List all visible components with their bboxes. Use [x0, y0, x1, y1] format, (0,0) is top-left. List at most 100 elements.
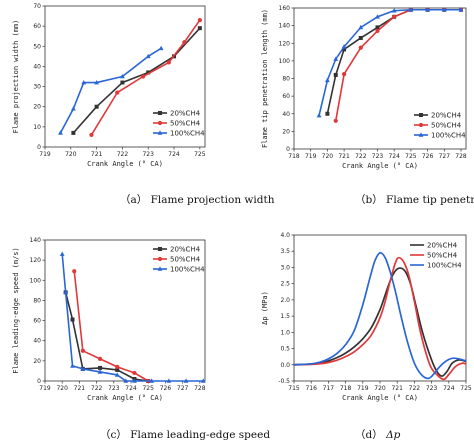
- panel-caption: （c） Flame leading-edge speed: [100, 429, 270, 441]
- data-point-20%CH4: [333, 72, 338, 77]
- series-line-50%CH4: [334, 8, 461, 121]
- data-point-50%CH4: [197, 18, 202, 23]
- y-tick-label: 100: [30, 277, 42, 284]
- legend-label: 50%CH4: [170, 256, 201, 264]
- y-tick-label: 3.0: [280, 264, 290, 271]
- x-tick-label: 721: [338, 153, 350, 160]
- y-tick-label: 0: [37, 144, 41, 151]
- x-tick-label: 719: [39, 385, 51, 392]
- plot-frame: [44, 5, 206, 148]
- x-axis-title: Crank Angle (° CA): [342, 162, 418, 170]
- data-point-100%CH4: [375, 14, 380, 19]
- data-point-100%CH4: [408, 7, 414, 12]
- x-tick-label: 725: [405, 153, 417, 160]
- y-tick-label: 140: [279, 23, 291, 30]
- y-tick-label: 0: [286, 146, 290, 153]
- data-point-100%CH4: [441, 7, 447, 12]
- x-tick-label: 718: [340, 385, 352, 392]
- data-point-50%CH4: [182, 40, 187, 45]
- series-line-50%CH4: [90, 19, 201, 136]
- data-point-100%CH4: [123, 378, 129, 383]
- data-point-20%CH4: [197, 26, 202, 31]
- series-line-50%CH4: [293, 256, 467, 381]
- data-point-100%CH4: [200, 378, 206, 383]
- y-axis-title: Δp (MPa): [261, 291, 269, 325]
- x-tick-label: 721: [391, 385, 403, 392]
- legend-label: 20%CH4: [431, 112, 462, 120]
- panel-caption: （d） Δp: [355, 429, 401, 441]
- x-tick-label: 721: [91, 151, 103, 158]
- y-axis-title: Flame tip penetration length (mm): [261, 9, 269, 148]
- legend-marker: [158, 247, 162, 251]
- y-tick-label: 30: [33, 84, 41, 91]
- x-tick-label: 720: [65, 151, 77, 158]
- data-point-100%CH4: [70, 106, 76, 111]
- y-tick-label: 40: [33, 63, 41, 70]
- y-tick-label: 40: [33, 338, 41, 345]
- legend-marker: [157, 130, 163, 135]
- y-tick-label: 50: [33, 43, 41, 50]
- legend-label: 100%CH4: [170, 266, 205, 274]
- x-tick-label: 719: [357, 385, 369, 392]
- y-tick-label: 2.0: [280, 297, 290, 304]
- data-point-50%CH4: [72, 269, 77, 274]
- x-axis-title: Crank Angle (° CA): [87, 394, 163, 402]
- data-point-100%CH4: [166, 378, 172, 383]
- y-tick-label: 2.5: [280, 281, 290, 288]
- y-tick-label: 3.5: [280, 248, 290, 255]
- series-line-100%CH4: [61, 254, 204, 382]
- x-tick-label: 726: [422, 153, 434, 160]
- legend-label: 50%CH4: [431, 122, 462, 130]
- x-tick-label: 725: [194, 151, 206, 158]
- data-point-100%CH4: [316, 112, 322, 118]
- data-point-100%CH4: [120, 73, 125, 79]
- y-tick-label: 20: [282, 128, 290, 135]
- x-tick-label: 722: [117, 151, 129, 158]
- data-point-100%CH4: [333, 56, 339, 61]
- data-point-20%CH4: [71, 130, 76, 135]
- series-line-50%CH4: [73, 271, 149, 382]
- x-tick-label: 721: [74, 385, 86, 392]
- x-tick-label: 723: [142, 151, 154, 158]
- series-line-20%CH4: [326, 8, 461, 114]
- y-tick-label: 80: [282, 76, 290, 83]
- y-tick-label: 1.0: [280, 329, 290, 336]
- data-point-20%CH4: [325, 111, 330, 116]
- y-tick-label: 40: [282, 111, 290, 118]
- x-tick-label: 722: [91, 385, 103, 392]
- y-tick-label: 1.5: [280, 313, 290, 320]
- data-point-50%CH4: [375, 28, 380, 34]
- y-tick-label: 120: [30, 257, 42, 264]
- data-point-100%CH4: [341, 44, 347, 49]
- data-point-20%CH4: [98, 365, 103, 370]
- legend-marker: [158, 111, 162, 115]
- legend-label: 50%CH4: [427, 252, 458, 260]
- y-tick-label: 70: [33, 3, 41, 10]
- panel-caption: （a） Flame projection width: [120, 194, 275, 206]
- x-tick-label: 722: [355, 153, 367, 160]
- data-point-100%CH4: [94, 79, 100, 85]
- data-point-100%CH4: [97, 369, 103, 374]
- data-point-100%CH4: [458, 7, 464, 12]
- legend-label: 50%CH4: [170, 120, 201, 128]
- x-tick-label: 725: [460, 385, 472, 392]
- data-point-100%CH4: [80, 366, 86, 371]
- y-tick-label: 4.0: [280, 232, 290, 239]
- y-tick-label: 0: [37, 378, 41, 385]
- legend-label: 100%CH4: [427, 262, 462, 270]
- y-tick-label: 20: [33, 104, 41, 111]
- legend-marker: [418, 122, 424, 128]
- data-point-100%CH4: [132, 378, 137, 383]
- series-line-20%CH4: [72, 27, 201, 134]
- x-tick-label: 724: [125, 385, 137, 392]
- data-point-50%CH4: [333, 118, 338, 123]
- x-tick-label: 719: [305, 153, 317, 160]
- x-tick-label: 724: [168, 151, 180, 158]
- data-point-100%CH4: [149, 378, 155, 383]
- y-tick-label: 160: [279, 5, 291, 12]
- y-tick-label: 120: [279, 40, 291, 47]
- data-point-100%CH4: [183, 378, 189, 383]
- data-point-50%CH4: [140, 74, 146, 79]
- data-point-50%CH4: [392, 14, 397, 19]
